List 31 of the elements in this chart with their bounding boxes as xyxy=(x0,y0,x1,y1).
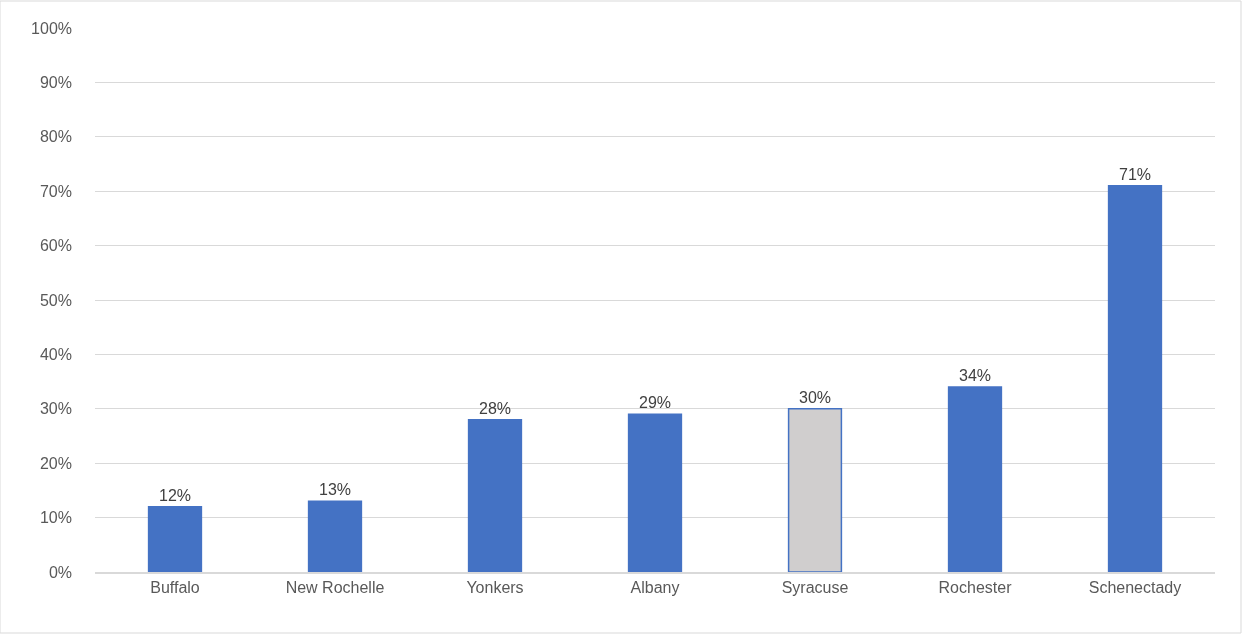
y-tick-label: 90% xyxy=(39,74,72,91)
y-tick-label: 20% xyxy=(39,454,72,472)
x-tick-label: Albany xyxy=(630,578,680,596)
bar xyxy=(467,418,523,572)
bar xyxy=(307,500,363,572)
x-tick-label: Buffalo xyxy=(150,578,200,596)
y-tick-label: 10% xyxy=(39,509,72,527)
y-tick-label: 30% xyxy=(39,400,72,418)
data-label: 28% xyxy=(478,399,512,417)
data-label: 13% xyxy=(318,481,352,499)
y-tick-label: 80% xyxy=(39,128,72,146)
bar xyxy=(147,505,203,572)
data-label: 29% xyxy=(638,394,672,412)
bar xyxy=(627,413,683,572)
data-label: 12% xyxy=(158,486,192,504)
y-tick-label: 100% xyxy=(31,19,72,37)
x-tick-label: New Rochelle xyxy=(285,578,385,596)
data-label: 30% xyxy=(798,388,832,406)
x-tick-label: Schenectady xyxy=(1088,578,1182,596)
y-tick-label: 40% xyxy=(39,346,72,363)
y-tick-label: 0% xyxy=(48,563,72,581)
y-tick-label: 70% xyxy=(39,182,72,200)
bar xyxy=(947,386,1003,572)
data-label: 71% xyxy=(1118,165,1152,183)
bar xyxy=(1107,185,1163,572)
x-tick-label: Syracuse xyxy=(781,578,849,596)
x-tick-label: Yonkers xyxy=(466,578,524,596)
data-label: 34% xyxy=(958,367,992,385)
x-tick-label: Rochester xyxy=(938,578,1013,596)
y-tick-label: 50% xyxy=(39,291,72,309)
y-tick-label: 60% xyxy=(39,237,72,255)
